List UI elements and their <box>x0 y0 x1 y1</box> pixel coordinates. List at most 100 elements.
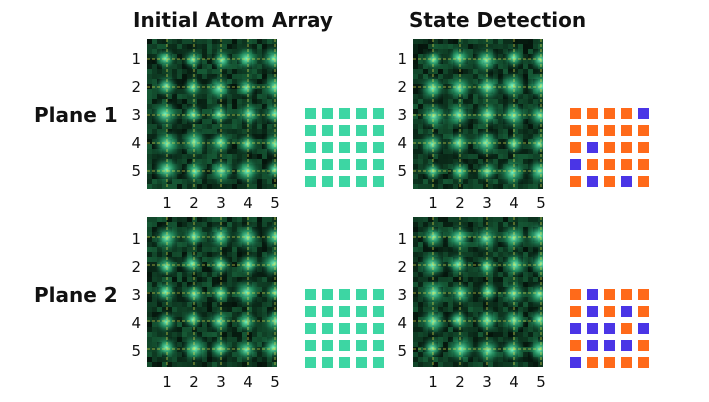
xtick: 1 <box>162 194 172 212</box>
state-array-plane1 <box>570 108 649 187</box>
bright-state-square <box>638 357 649 368</box>
atom-square <box>356 323 367 334</box>
xtick: 5 <box>270 194 280 212</box>
dark-state-square <box>570 357 581 368</box>
atom-square <box>373 125 384 136</box>
bright-state-square <box>604 159 615 170</box>
bright-state-square <box>570 306 581 317</box>
bright-state-square <box>587 108 598 119</box>
xtick: 1 <box>428 373 438 391</box>
atom-square <box>356 159 367 170</box>
ytick: 2 <box>397 78 407 96</box>
atom-square <box>356 357 367 368</box>
atom-square <box>339 125 350 136</box>
atom-square <box>356 289 367 300</box>
dark-state-square <box>587 340 598 351</box>
bright-state-square <box>638 306 649 317</box>
xtick: 3 <box>216 373 226 391</box>
xtick: 3 <box>482 373 492 391</box>
bright-state-square <box>587 357 598 368</box>
ytick: 4 <box>131 134 141 152</box>
bright-state-square <box>621 125 632 136</box>
bright-state-square <box>604 306 615 317</box>
atom-square <box>322 306 333 317</box>
xtick: 1 <box>428 194 438 212</box>
bright-state-square <box>638 159 649 170</box>
state-detection-title: State Detection <box>409 8 587 32</box>
bright-state-square <box>638 176 649 187</box>
atom-square <box>322 340 333 351</box>
ytick: 1 <box>131 50 141 68</box>
atom-square <box>322 142 333 153</box>
xtick: 3 <box>482 194 492 212</box>
atom-square <box>356 142 367 153</box>
fluorescence-image <box>413 39 543 189</box>
bright-state-square <box>638 340 649 351</box>
ytick: 3 <box>131 106 141 124</box>
atom-square <box>356 340 367 351</box>
plane-2-label: Plane 2 <box>34 283 118 307</box>
atom-square <box>305 289 316 300</box>
bright-state-square <box>604 142 615 153</box>
initial-array-title: Initial Atom Array <box>133 8 333 32</box>
dark-state-square <box>638 323 649 334</box>
atom-square <box>373 340 384 351</box>
ytick: 1 <box>397 50 407 68</box>
dark-state-square <box>587 289 598 300</box>
atom-square <box>305 176 316 187</box>
xtick: 2 <box>189 194 199 212</box>
plane-1-label: Plane 1 <box>34 103 118 127</box>
atom-square <box>373 176 384 187</box>
bright-state-square <box>638 142 649 153</box>
ytick: 5 <box>131 162 141 180</box>
xtick: 4 <box>243 194 253 212</box>
atom-square <box>322 176 333 187</box>
ytick: 2 <box>397 258 407 276</box>
atom-square <box>373 357 384 368</box>
dark-state-square <box>604 340 615 351</box>
xtick: 3 <box>216 194 226 212</box>
bright-state-square <box>570 142 581 153</box>
bright-state-square <box>621 108 632 119</box>
ytick: 5 <box>397 342 407 360</box>
xtick: 1 <box>162 373 172 391</box>
atom-square <box>339 306 350 317</box>
bright-state-square <box>621 159 632 170</box>
atom-square <box>305 306 316 317</box>
atom-square <box>305 340 316 351</box>
fluorescence-image <box>147 39 277 189</box>
xtick: 4 <box>509 194 519 212</box>
bright-state-square <box>621 142 632 153</box>
ytick: 1 <box>397 230 407 248</box>
ytick: 1 <box>131 230 141 248</box>
panel-plane2-detection <box>413 217 543 367</box>
atom-square <box>305 125 316 136</box>
atom-square <box>339 142 350 153</box>
bright-state-square <box>570 108 581 119</box>
bright-state-square <box>570 289 581 300</box>
ytick: 5 <box>397 162 407 180</box>
ytick: 4 <box>397 134 407 152</box>
bright-state-square <box>621 289 632 300</box>
atom-square <box>322 125 333 136</box>
bright-state-square <box>621 323 632 334</box>
atom-square <box>339 108 350 119</box>
xtick: 5 <box>270 373 280 391</box>
ytick: 5 <box>131 342 141 360</box>
atom-square <box>356 176 367 187</box>
bright-state-square <box>587 159 598 170</box>
xtick: 5 <box>536 373 546 391</box>
atom-square <box>322 289 333 300</box>
bright-state-square <box>570 340 581 351</box>
bright-state-square <box>638 289 649 300</box>
atom-square <box>373 306 384 317</box>
dark-state-square <box>587 176 598 187</box>
atom-square <box>356 125 367 136</box>
atom-square <box>373 142 384 153</box>
atom-square <box>339 357 350 368</box>
dark-state-square <box>587 323 598 334</box>
ytick: 2 <box>131 258 141 276</box>
atom-square <box>305 142 316 153</box>
ytick: 4 <box>131 314 141 332</box>
atom-square <box>339 159 350 170</box>
